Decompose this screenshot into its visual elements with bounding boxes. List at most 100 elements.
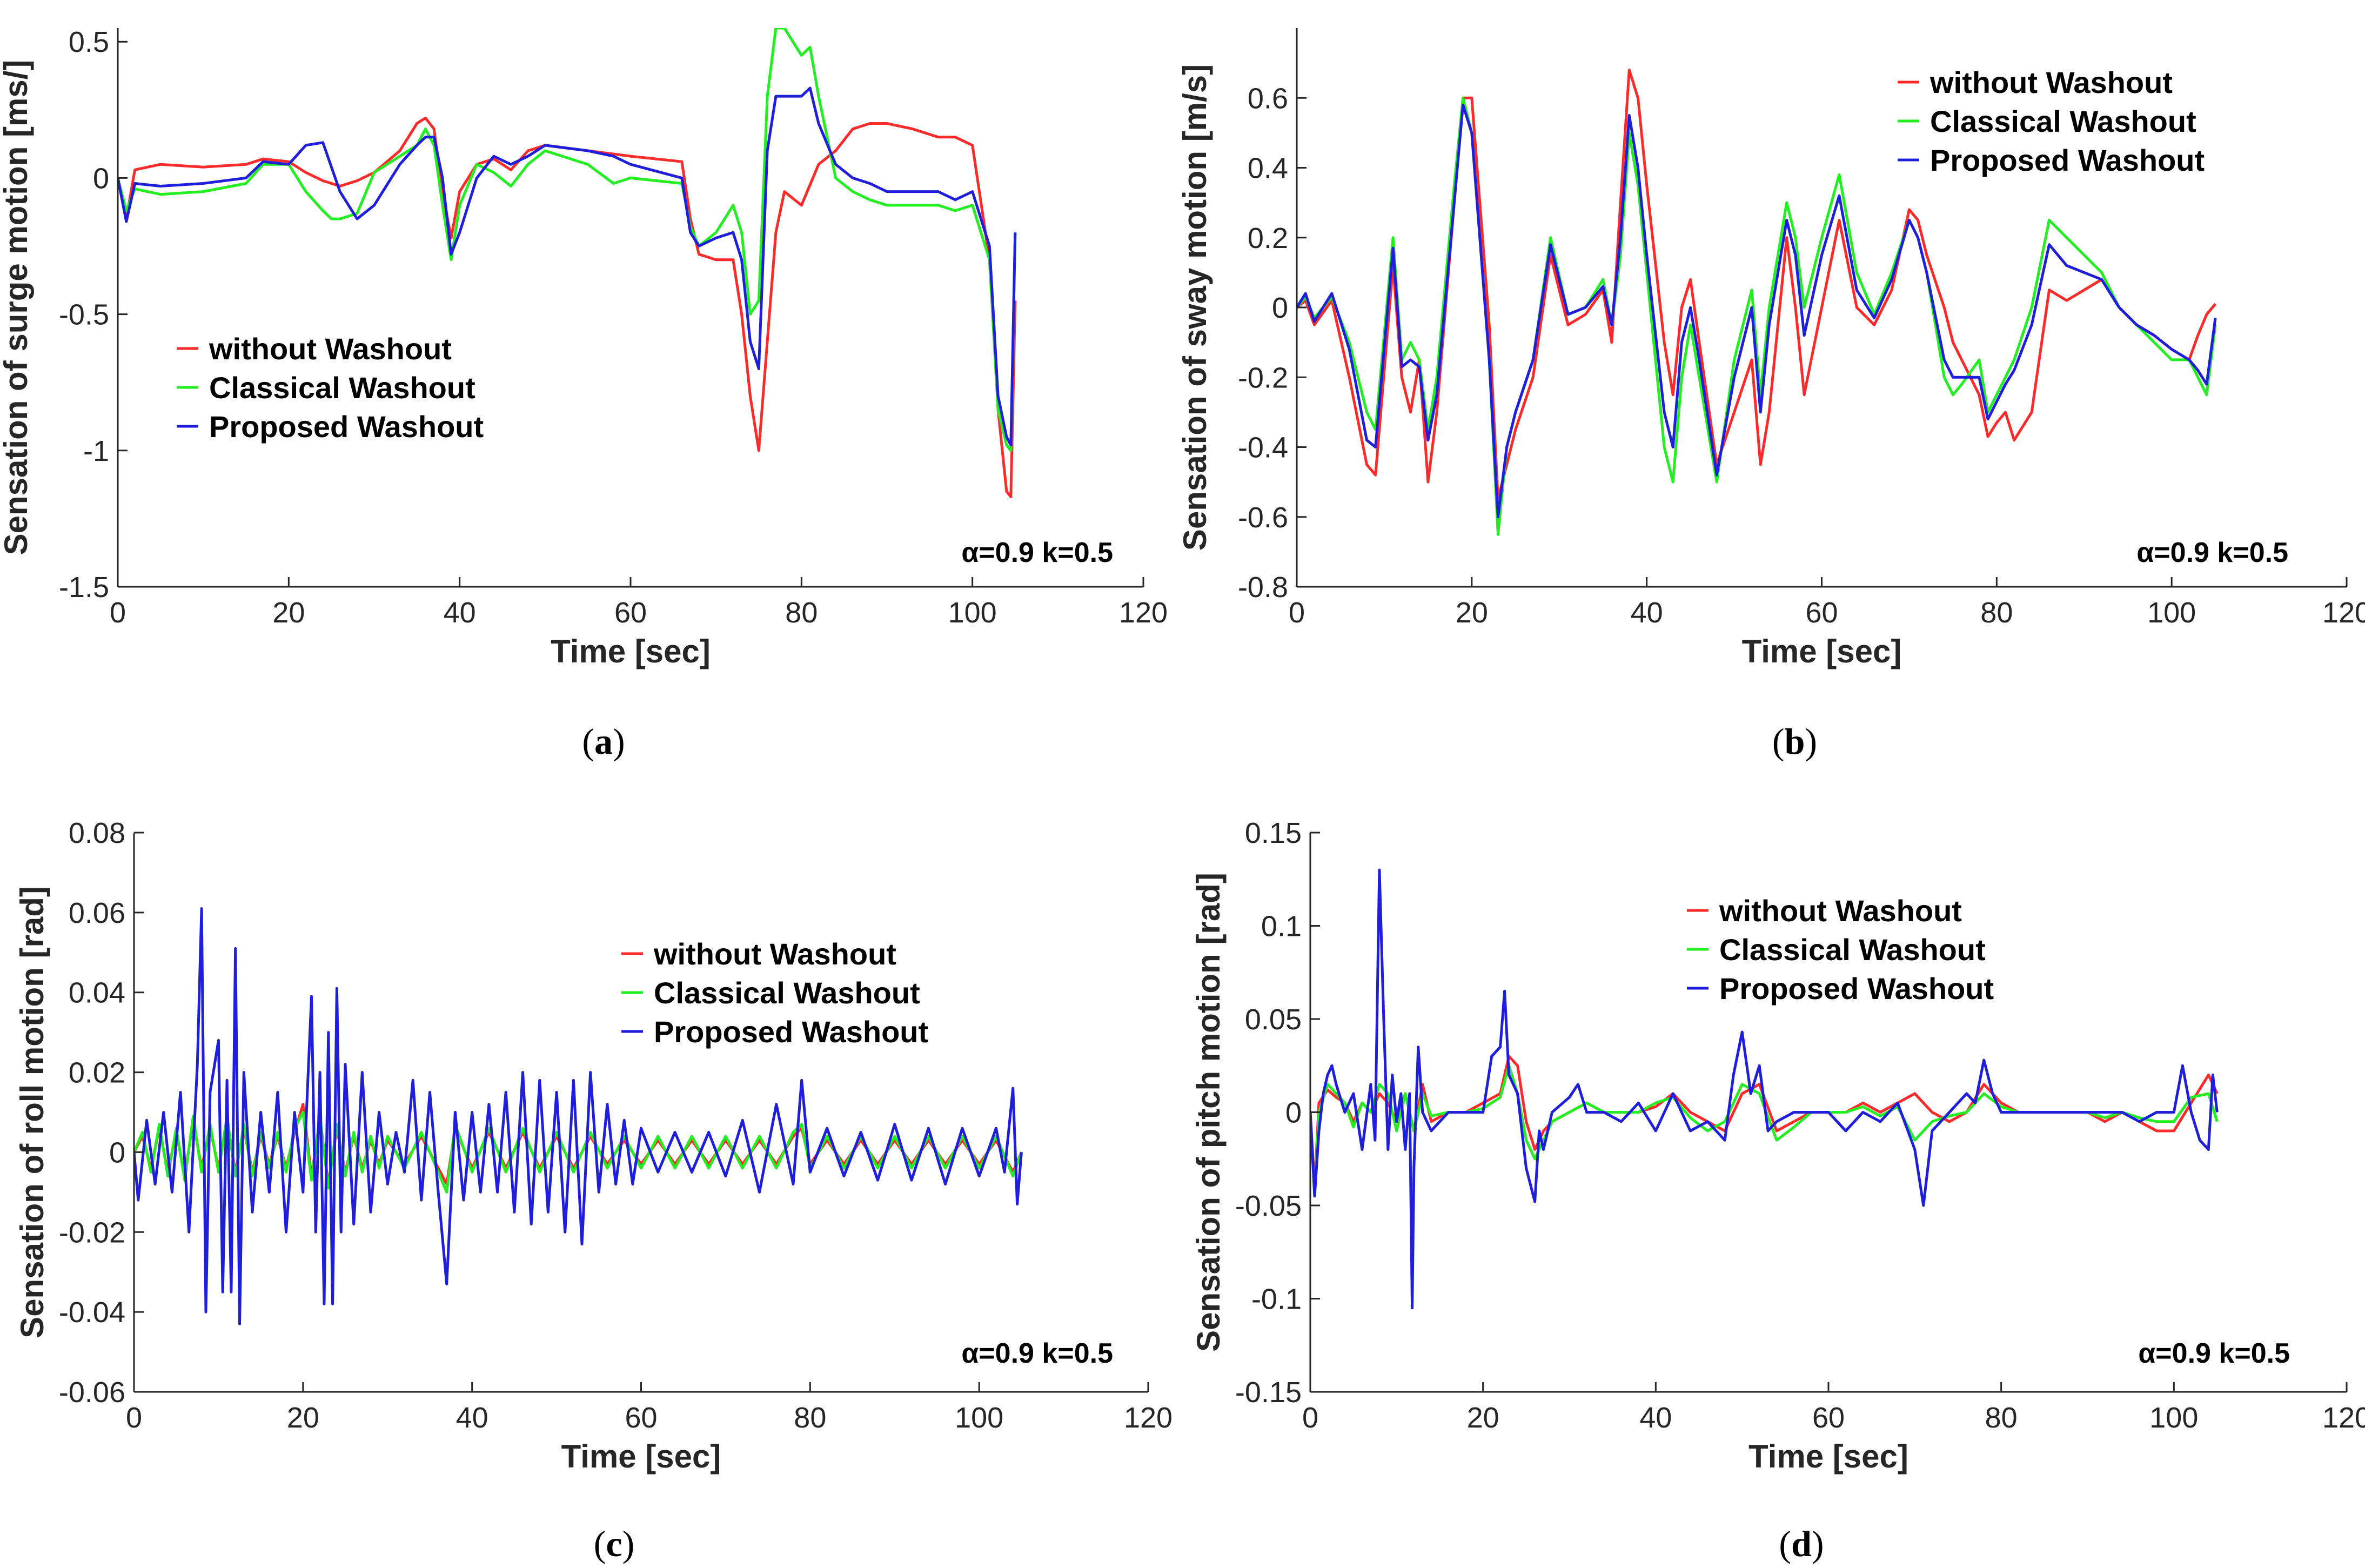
x-tick-label: 120: [2322, 1402, 2365, 1434]
plot-area: [118, 28, 1143, 587]
x-tick-label: 60: [625, 1402, 657, 1434]
x-tick-label: 120: [1124, 1402, 1173, 1434]
y-tick-label: 0.6: [1248, 82, 1288, 115]
x-tick-label: 120: [1119, 597, 1168, 629]
y-tick-label: -1.5: [59, 571, 109, 604]
chart-c: 0 20 40 60 80 100 120 -0.06 -0.04 -0.02 0 0.02 0.04 0…: [14, 817, 1173, 1564]
y-tick-label: 0.2: [1248, 222, 1288, 254]
panel-caption: (a): [582, 721, 625, 762]
y-tick-label: -0.6: [1238, 501, 1288, 534]
legend-label-without: without Washout: [653, 937, 896, 971]
y-tick-label: -0.04: [59, 1296, 125, 1329]
parameter-annotation: α=0.9 k=0.5: [2136, 537, 2288, 568]
y-tick-label: 0.02: [69, 1057, 125, 1089]
x-axis-label: Time [sec]: [561, 1438, 721, 1475]
y-tick-label: 0: [1272, 292, 1288, 324]
x-tick-label: 80: [785, 597, 818, 629]
legend: without Washout Classical Washout Proposed…: [164, 321, 506, 451]
x-tick-label: 20: [1467, 1402, 1499, 1434]
series-group: [1297, 69, 2217, 536]
panel-caption: (d): [1779, 1523, 1824, 1564]
x-axis-label: Time [sec]: [551, 633, 711, 669]
x-tick-label: 120: [2322, 597, 2365, 629]
y-tick-label: -0.02: [59, 1216, 125, 1249]
x-tick-label: 60: [614, 597, 647, 629]
series-group: [134, 907, 1023, 1325]
legend-label-without: without Washout: [1929, 65, 2173, 99]
series-line-proposed: [134, 907, 1023, 1325]
panel-caption: (c): [594, 1523, 635, 1564]
x-tick-label: 80: [1985, 1402, 2018, 1434]
x-tick-label: 80: [1980, 597, 2013, 629]
y-tick-label: 0: [109, 1136, 125, 1169]
y-tick-label: 0.15: [1245, 817, 1302, 849]
x-axis-label: Time [sec]: [1742, 633, 1902, 669]
series-line-without: [118, 116, 1017, 499]
legend: without Washout Classical Washout Proposed…: [1885, 55, 2237, 184]
x-tick-label: 0: [1289, 597, 1305, 629]
parameter-annotation: α=0.9 k=0.5: [961, 1338, 1113, 1369]
x-tick-label: 20: [272, 597, 305, 629]
series-line-without: [1297, 69, 2217, 501]
y-axis-label: Sensation of roll motion [rad]: [14, 886, 50, 1338]
parameter-annotation: α=0.9 k=0.5: [2138, 1338, 2290, 1369]
y-tick-label: 0.08: [69, 817, 125, 849]
x-tick-label: 60: [1812, 1402, 1845, 1434]
y-axis-label: Sensation of pitch motion [rad]: [1190, 873, 1227, 1352]
series-line-proposed: [118, 86, 1017, 447]
x-tick-label: 100: [948, 597, 997, 629]
x-tick-label: 0: [126, 1402, 142, 1434]
y-tick-label: 0.1: [1261, 910, 1302, 943]
y-tick-label: 0.05: [1245, 1003, 1302, 1036]
series-group: [118, 28, 1017, 499]
panel-caption: (b): [1772, 721, 1817, 762]
x-tick-label: 40: [456, 1402, 488, 1434]
y-axis-label: Sensation of surge motion [ms/]: [0, 60, 34, 555]
x-tick-label: 100: [2149, 1402, 2198, 1434]
y-tick-label: 0.06: [69, 897, 125, 929]
y-tick-label: -0.06: [59, 1376, 125, 1409]
legend-label-proposed: Proposed Washout: [1719, 971, 1994, 1006]
x-tick-label: 20: [1456, 597, 1488, 629]
y-tick-label: -0.5: [59, 299, 109, 331]
legend-label-classical: Classical Washout: [1930, 104, 2196, 138]
series-line-proposed: [1297, 103, 2217, 519]
y-tick-label: -0.1: [1251, 1283, 1302, 1316]
y-axis-label: Sensation of sway motion [m/s]: [1177, 64, 1213, 551]
chart-d: 0 20 40 60 80 100 120 -0.15 -0.1 -0.05 0 0.05 0.1 0.1…: [1190, 817, 2365, 1564]
y-tick-label: -0.2: [1238, 361, 1288, 394]
legend-box: [609, 926, 944, 1056]
plot-area: [134, 833, 1148, 1392]
y-tick-label: 0.04: [69, 977, 125, 1009]
x-tick-label: 0: [1302, 1402, 1318, 1434]
series-group: [1310, 868, 2219, 1310]
legend-label-without: without Washout: [209, 332, 452, 366]
x-tick-label: 40: [1631, 597, 1663, 629]
y-tick-label: 0: [1285, 1097, 1302, 1129]
legend-label-proposed: Proposed Washout: [1930, 143, 2205, 177]
y-tick-label: 0: [93, 162, 109, 195]
x-axis-label: Time [sec]: [1748, 1438, 1908, 1475]
legend-box: [1674, 883, 2024, 1013]
legend-label-classical: Classical Washout: [1719, 933, 1986, 967]
legend: without Washout Classical Washout Proposed…: [609, 926, 944, 1056]
x-tick-label: 20: [287, 1402, 319, 1434]
y-tick-label: 0.4: [1248, 152, 1288, 185]
y-tick-label: -0.15: [1235, 1376, 1302, 1409]
y-tick-label: 0.5: [69, 26, 109, 58]
x-tick-label: 40: [444, 597, 476, 629]
legend-label-proposed: Proposed Washout: [209, 410, 484, 444]
x-tick-label: 60: [1805, 597, 1838, 629]
legend: without Washout Classical Washout Proposed…: [1674, 883, 2024, 1013]
legend-label-classical: Classical Washout: [209, 371, 475, 405]
x-tick-label: 40: [1639, 1402, 1672, 1434]
x-tick-label: 100: [955, 1402, 1003, 1434]
chart-b: 0 20 40 60 80 100 120 -0.8 -0.6 -0.4 -0.2 0 0.2 0.4 0.…: [1177, 28, 2365, 762]
legend-label-classical: Classical Washout: [654, 976, 920, 1010]
x-tick-label: 100: [2147, 597, 2196, 629]
legend-label-proposed: Proposed Washout: [654, 1015, 928, 1049]
series-line-proposed: [1310, 868, 2219, 1310]
y-tick-label: -0.4: [1238, 432, 1288, 464]
legend-box: [1885, 55, 2237, 184]
y-tick-label: -0.8: [1238, 571, 1288, 604]
